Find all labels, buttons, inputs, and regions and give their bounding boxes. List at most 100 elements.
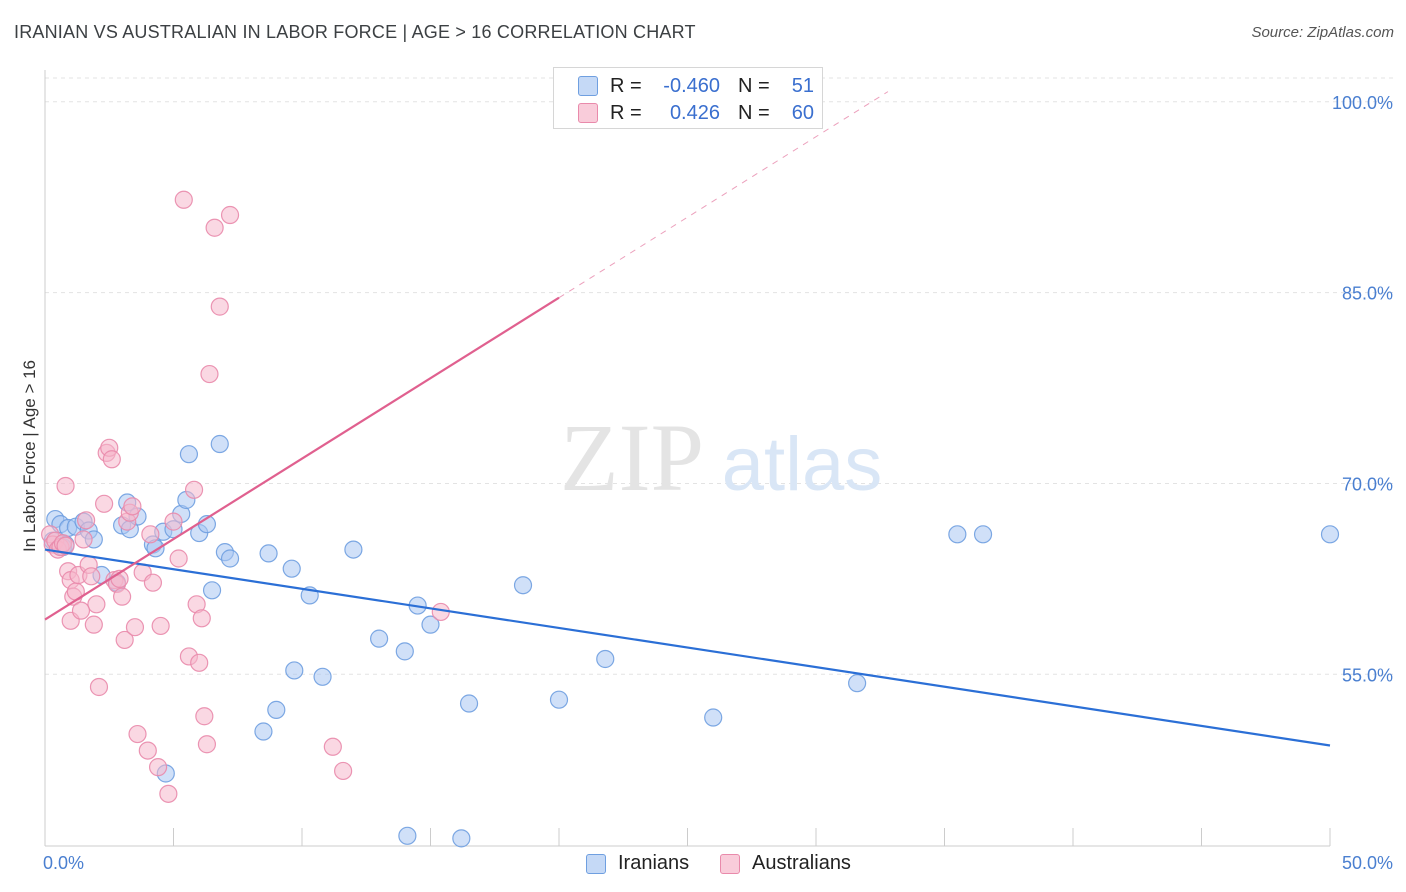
australians-point: [220, 205, 240, 225]
iranians-point: [202, 581, 222, 600]
iranians-point: [282, 559, 301, 578]
iranians-point: [452, 829, 471, 848]
australians-point: [192, 609, 211, 628]
y-tick-label: 100.0%: [1332, 93, 1393, 113]
australians-point: [123, 497, 142, 516]
iranians-point: [344, 540, 363, 559]
iranians-point: [220, 549, 240, 568]
australians-point: [164, 512, 183, 531]
australians-point: [77, 511, 96, 530]
iranians-point: [210, 434, 229, 454]
n-value: 51: [791, 74, 814, 97]
australians-point: [125, 618, 145, 637]
australians-point: [334, 761, 353, 781]
tick-labels: 55.0% 70.0% 85.0% 100.0% 0.0% 50.0%: [43, 93, 1393, 873]
iranians-trend-line: [44, 548, 1331, 747]
iranians-point: [596, 649, 615, 669]
y-tick-label: 55.0%: [1342, 665, 1393, 685]
australians-point: [102, 450, 121, 469]
legend-row-australians: R = 0.426 N = 60: [578, 101, 814, 125]
australians-point: [205, 218, 224, 237]
australians-point: [87, 595, 106, 614]
australians-point: [95, 494, 114, 513]
australians-point: [169, 549, 188, 568]
watermark: ZIP atlas: [560, 404, 882, 511]
r-label: R =: [610, 74, 642, 97]
iranians-point: [848, 674, 867, 693]
australians-point: [143, 573, 163, 592]
watermark-zip: ZIP: [560, 404, 704, 511]
chart-title: IRANIAN VS AUSTRALIAN IN LABOR FORCE | A…: [14, 22, 696, 42]
australians-point: [148, 758, 168, 777]
trend-lines: [44, 91, 1331, 747]
iranians-point: [254, 722, 273, 741]
australians-point: [200, 364, 219, 384]
series-legend: Iranians Australians: [0, 852, 1406, 876]
r-value: -0.460: [663, 74, 720, 97]
australians-trend-extension: [558, 91, 889, 299]
australians-point: [138, 741, 157, 760]
y-tick-label: 70.0%: [1342, 474, 1393, 494]
n-value: 60: [791, 101, 814, 124]
iranians-point: [395, 642, 414, 661]
iranians-point: [370, 629, 389, 648]
r-label: R =: [610, 101, 642, 124]
iranians-point: [973, 525, 993, 544]
data-points: [41, 190, 1340, 848]
australians-point: [89, 677, 109, 697]
correlation-legend: R = -0.460 N = 51 R = 0.426 N = 60: [553, 67, 823, 129]
australians-point: [128, 724, 147, 744]
australians-point: [71, 601, 91, 620]
australians-point: [56, 536, 75, 555]
australians-point: [174, 190, 193, 209]
axes: [44, 70, 1331, 847]
iranians-point: [421, 615, 440, 634]
legend-item-iranians[interactable]: Iranians: [586, 852, 689, 875]
australians-point: [197, 735, 217, 754]
iranians-point: [1320, 525, 1340, 544]
iranians-point: [513, 576, 533, 595]
iranians-point: [549, 690, 569, 709]
australians-trend-line: [44, 296, 560, 621]
iranians-swatch: [578, 76, 598, 96]
iranians-point: [459, 694, 479, 713]
australians-point: [84, 615, 103, 634]
australians-swatch: [720, 853, 740, 874]
iranians-point: [259, 544, 278, 563]
australians-point: [141, 525, 160, 544]
australians-point: [190, 653, 209, 672]
australians-point: [210, 297, 229, 316]
australians-point: [195, 707, 214, 726]
australians-point: [82, 567, 101, 586]
iranians-point: [704, 708, 723, 727]
australians-point: [159, 784, 178, 803]
y-axis-label: In Labor Force | Age > 16: [20, 359, 39, 553]
legend-label-australians: Australians: [752, 852, 851, 874]
x-tick-label: 0.0%: [43, 853, 84, 873]
australians-point: [112, 587, 132, 606]
legend-label-iranians: Iranians: [618, 852, 690, 874]
x-tick-label: 50.0%: [1342, 853, 1393, 873]
iranians-point: [285, 661, 304, 680]
australians-swatch: [578, 103, 598, 123]
australians-point: [56, 476, 75, 496]
iranians-point: [398, 826, 417, 845]
grid-lines: [45, 77, 1395, 675]
iranians-swatch: [586, 853, 606, 874]
legend-row-iranians: R = -0.460 N = 51: [578, 74, 814, 98]
n-label: N =: [738, 101, 770, 124]
r-value: 0.426: [669, 101, 720, 124]
australians-point: [151, 616, 170, 636]
legend-item-australians[interactable]: Australians: [720, 852, 851, 875]
n-label: N =: [738, 74, 770, 97]
australians-point: [74, 530, 93, 549]
australians-point: [184, 480, 204, 499]
iranians-point: [267, 700, 286, 719]
watermark-atlas: atlas: [722, 422, 883, 507]
source-label: Source: ZipAtlas.com: [1251, 24, 1394, 41]
iranians-point: [948, 525, 967, 544]
australians-point: [323, 737, 342, 756]
iranians-point: [179, 445, 199, 464]
iranians-point: [313, 667, 332, 686]
